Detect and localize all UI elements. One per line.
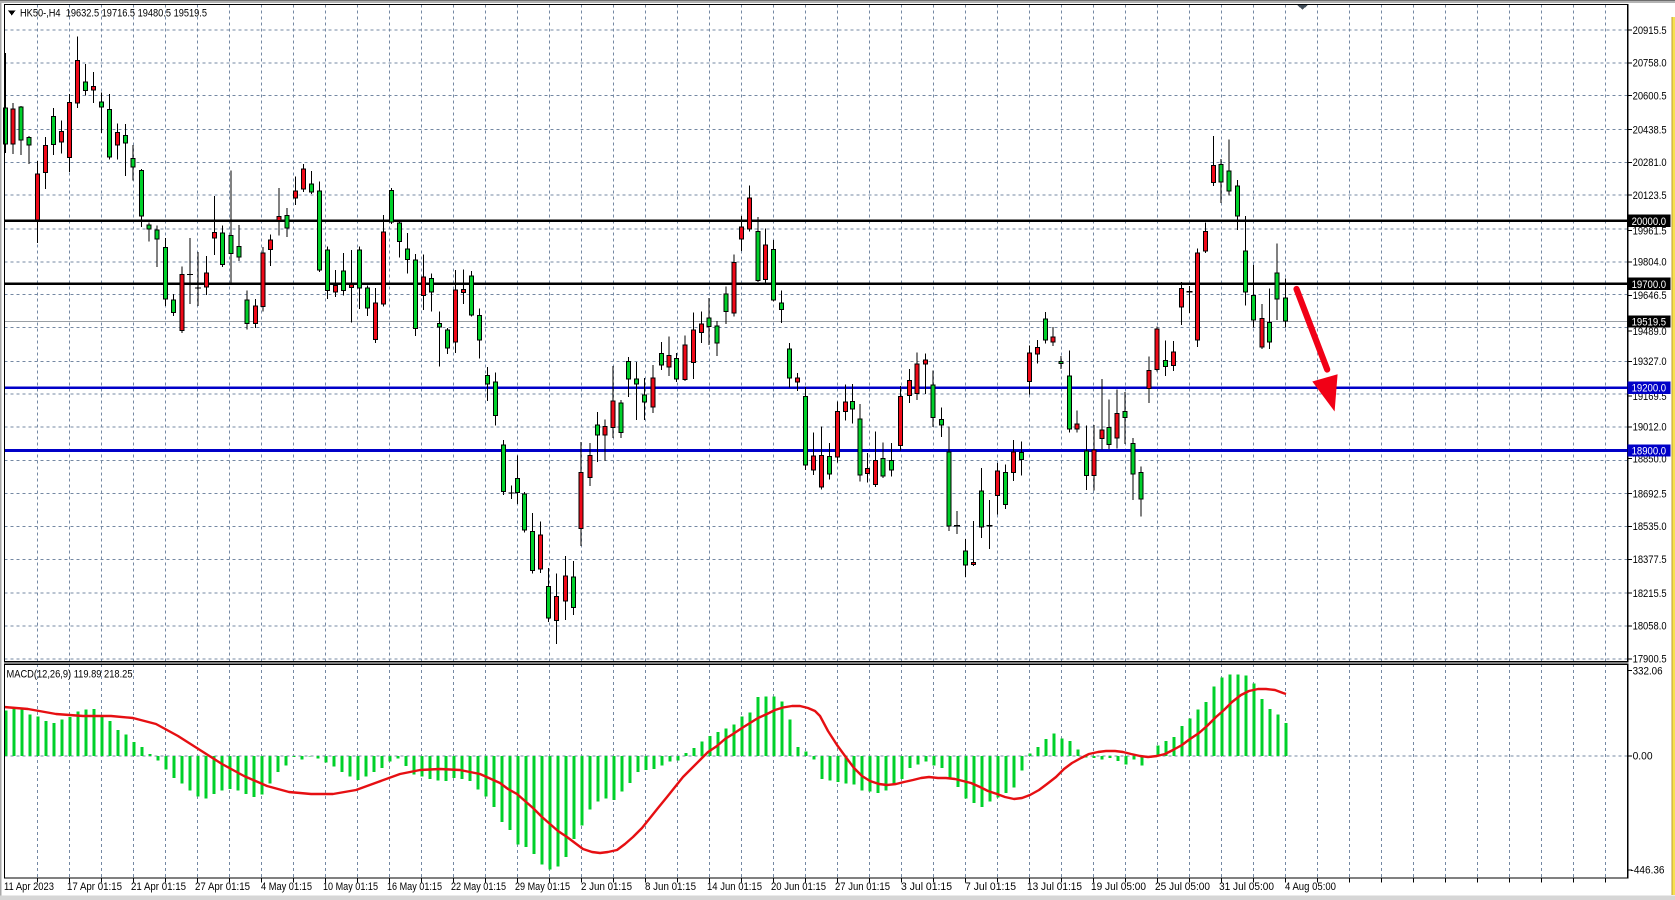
svg-text:19489.0: 19489.0 bbox=[1633, 326, 1667, 338]
svg-text:2 Jun 01:15: 2 Jun 01:15 bbox=[581, 881, 632, 893]
svg-text:20 Jun 01:15: 20 Jun 01:15 bbox=[771, 881, 826, 893]
svg-text:29 May 01:15: 29 May 01:15 bbox=[515, 881, 570, 893]
svg-text:20915.5: 20915.5 bbox=[1633, 25, 1667, 37]
svg-text:11 Apr 2023: 11 Apr 2023 bbox=[4, 881, 54, 893]
svg-text:27 Apr 01:15: 27 Apr 01:15 bbox=[195, 881, 250, 893]
svg-text:20281.0: 20281.0 bbox=[1633, 157, 1667, 169]
svg-text:19700.0: 19700.0 bbox=[1632, 279, 1667, 291]
svg-text:19804.0: 19804.0 bbox=[1633, 257, 1667, 269]
svg-text:19200.0: 19200.0 bbox=[1632, 383, 1667, 395]
svg-text:3 Jul 01:15: 3 Jul 01:15 bbox=[901, 881, 952, 893]
svg-text:20758.0: 20758.0 bbox=[1633, 58, 1667, 70]
svg-text:22 May 01:15: 22 May 01:15 bbox=[451, 881, 506, 893]
svg-text:17900.5: 17900.5 bbox=[1633, 654, 1667, 666]
svg-text:HK50-,H4 19632.5 19716.5 1948: HK50-,H4 19632.5 19716.5 19480.5 19519.5 bbox=[20, 8, 207, 20]
svg-text:4 Aug 05:00: 4 Aug 05:00 bbox=[1285, 881, 1336, 893]
svg-text:18215.5: 18215.5 bbox=[1633, 588, 1667, 600]
svg-text:18535.0: 18535.0 bbox=[1633, 521, 1667, 533]
svg-text:8 Jun 01:15: 8 Jun 01:15 bbox=[645, 881, 696, 893]
svg-text:18900.0: 18900.0 bbox=[1632, 445, 1667, 457]
svg-text:31 Jul 05:00: 31 Jul 05:00 bbox=[1219, 881, 1274, 893]
svg-text:16 May 01:15: 16 May 01:15 bbox=[387, 881, 442, 893]
svg-text:17 Apr 01:15: 17 Apr 01:15 bbox=[67, 881, 122, 893]
svg-text:19012.0: 19012.0 bbox=[1633, 422, 1667, 434]
svg-text:25 Jul 05:00: 25 Jul 05:00 bbox=[1155, 881, 1210, 893]
svg-text:332.06: 332.06 bbox=[1633, 665, 1663, 677]
svg-text:20438.5: 20438.5 bbox=[1633, 124, 1667, 136]
svg-text:20600.5: 20600.5 bbox=[1633, 90, 1667, 102]
svg-text:-446.36: -446.36 bbox=[1631, 865, 1665, 877]
svg-text:21 Apr 01:15: 21 Apr 01:15 bbox=[131, 881, 186, 893]
svg-text:7 Jul 01:15: 7 Jul 01:15 bbox=[965, 881, 1016, 893]
svg-text:19961.5: 19961.5 bbox=[1633, 225, 1667, 237]
svg-text:MACD(12,26,9) 119.89 218.25: MACD(12,26,9) 119.89 218.25 bbox=[7, 669, 133, 681]
svg-text:18692.5: 18692.5 bbox=[1633, 488, 1667, 500]
svg-text:20123.5: 20123.5 bbox=[1633, 190, 1667, 202]
svg-text:18377.5: 18377.5 bbox=[1633, 554, 1667, 566]
svg-text:0.00: 0.00 bbox=[1633, 751, 1653, 763]
svg-text:18058.0: 18058.0 bbox=[1633, 621, 1667, 633]
svg-text:10 May 01:15: 10 May 01:15 bbox=[323, 881, 378, 893]
svg-text:13 Jul 01:15: 13 Jul 01:15 bbox=[1027, 881, 1082, 893]
svg-text:19 Jul 05:00: 19 Jul 05:00 bbox=[1091, 881, 1146, 893]
svg-text:20000.0: 20000.0 bbox=[1632, 216, 1667, 228]
svg-text:27 Jun 01:15: 27 Jun 01:15 bbox=[835, 881, 890, 893]
svg-text:19327.0: 19327.0 bbox=[1633, 356, 1667, 368]
svg-text:4 May 01:15: 4 May 01:15 bbox=[261, 881, 312, 893]
svg-text:14 Jun 01:15: 14 Jun 01:15 bbox=[707, 881, 762, 893]
svg-text:19646.5: 19646.5 bbox=[1633, 290, 1667, 302]
svg-text:19519.5: 19519.5 bbox=[1632, 316, 1667, 328]
